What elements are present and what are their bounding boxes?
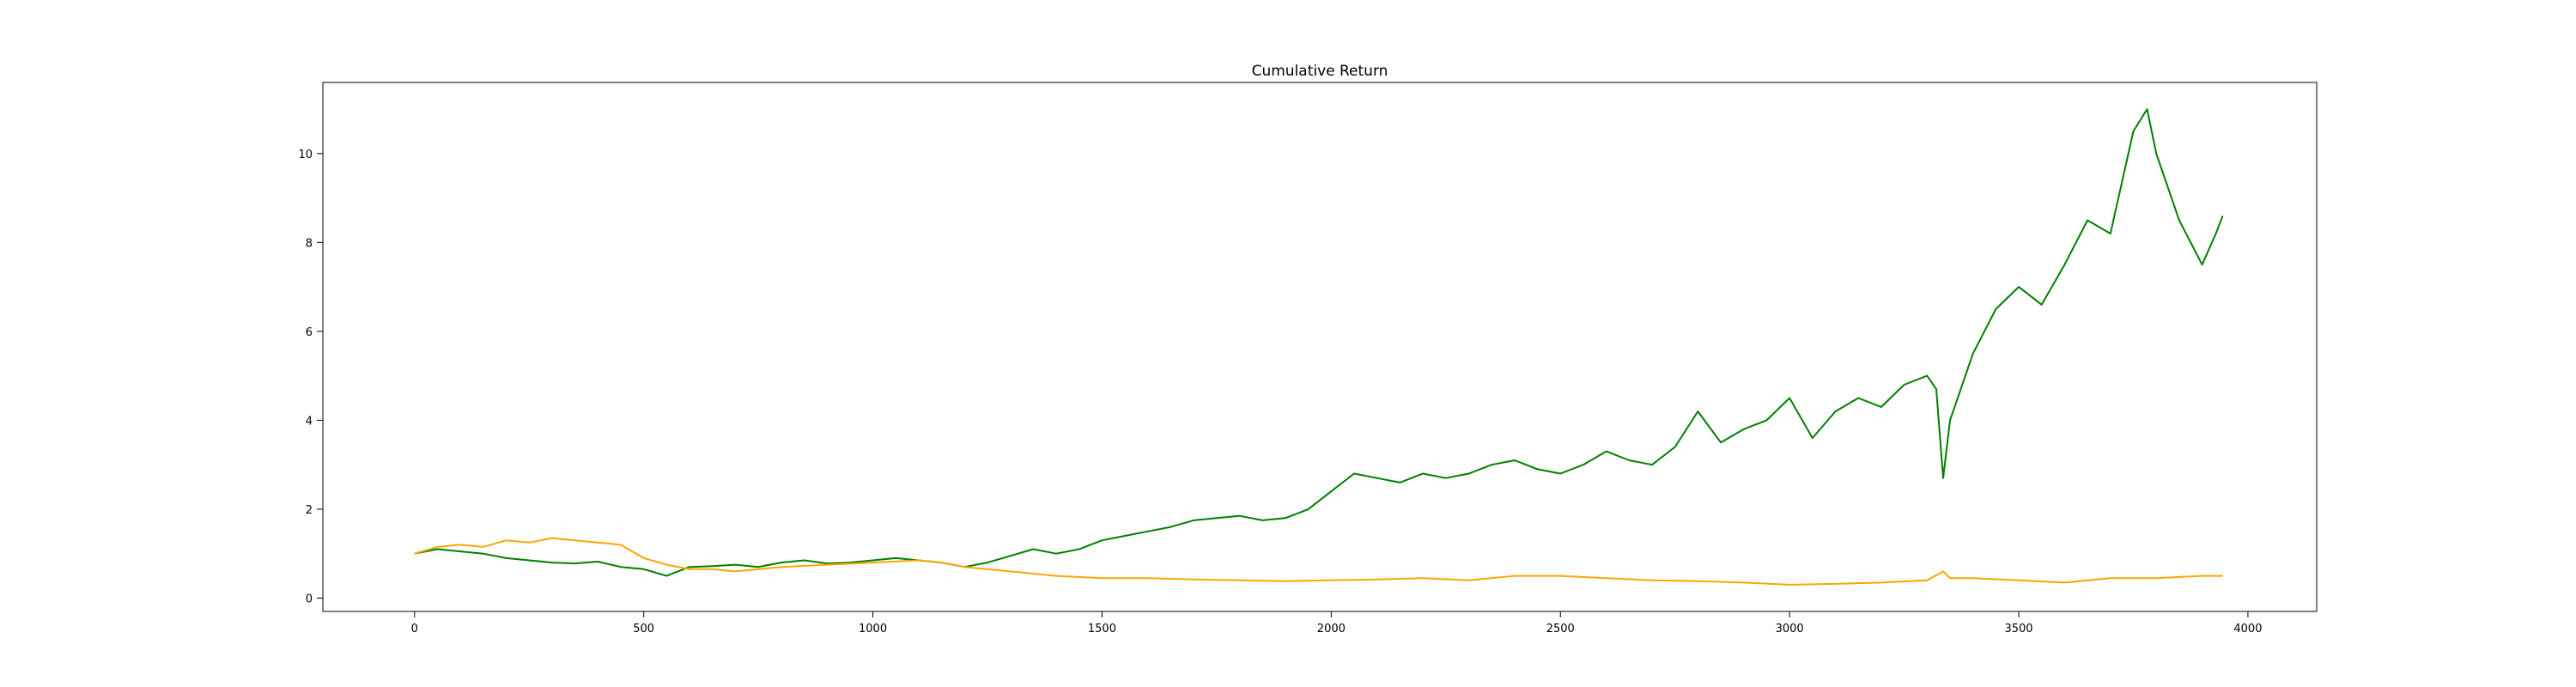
- y-tick-label: 0: [306, 593, 313, 605]
- x-tick-label: 1500: [1088, 623, 1116, 635]
- x-tick-label: 3500: [2004, 623, 2032, 635]
- x-tick-label: 2500: [1546, 623, 1575, 635]
- series-line-1: [414, 108, 2224, 577]
- series-layer: [414, 108, 2224, 586]
- series-line-2: [414, 537, 2223, 586]
- y-axis: 0 2 4 6 8 10: [298, 149, 323, 605]
- y-tick-label: 10: [298, 149, 313, 161]
- y-tick-label: 2: [306, 504, 313, 517]
- y-tick-label: 8: [306, 237, 313, 250]
- x-tick-label: 0: [411, 623, 418, 635]
- x-tick-label: 2000: [1317, 623, 1346, 635]
- x-tick-label: 500: [633, 623, 654, 635]
- y-tick-label: 6: [306, 326, 313, 339]
- x-tick-label: 1000: [859, 623, 887, 635]
- y-tick-label: 4: [306, 415, 313, 428]
- x-axis: 0 500 1000 1500 2000 2500 3000 3500 4000: [411, 611, 2262, 635]
- chart-title: Cumulative Return: [1252, 63, 1388, 80]
- x-tick-label: 3000: [1776, 623, 1804, 635]
- x-tick-label: 4000: [2233, 623, 2262, 635]
- plot-frame: [322, 82, 2318, 612]
